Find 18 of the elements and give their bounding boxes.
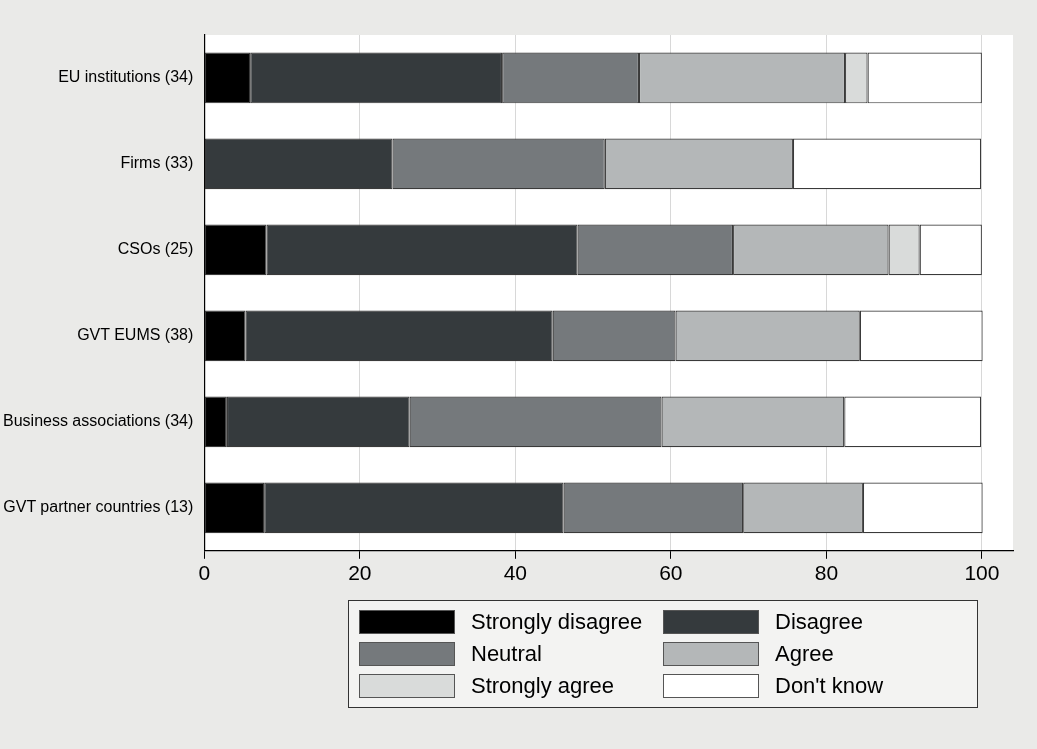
x-tick-label: 80 bbox=[814, 561, 839, 585]
legend-label: Neutral bbox=[471, 641, 542, 667]
y-tick-label: Firms (33) bbox=[120, 154, 194, 172]
y-tick-label: EU institutions (34) bbox=[58, 68, 194, 86]
legend-label: Don't know bbox=[775, 673, 884, 699]
x-tick-label: 100 bbox=[964, 561, 1000, 585]
y-tick-label: GVT EUMS (38) bbox=[77, 326, 194, 344]
x-tick-label: 0 bbox=[198, 561, 211, 585]
legend-label: Agree bbox=[775, 641, 834, 667]
legend-label: Strongly agree bbox=[471, 673, 615, 699]
legend-label: Disagree bbox=[775, 609, 864, 635]
y-tick-label: Business associations (34) bbox=[3, 412, 194, 430]
y-tick-label: CSOs (25) bbox=[117, 240, 194, 258]
x-tick-label: 40 bbox=[503, 561, 528, 585]
legend-label: Strongly disagree bbox=[471, 609, 643, 635]
y-tick-label: GVT partner countries (13) bbox=[3, 498, 194, 516]
x-tick-label: 20 bbox=[348, 561, 372, 585]
x-tick-label: 60 bbox=[659, 561, 683, 585]
